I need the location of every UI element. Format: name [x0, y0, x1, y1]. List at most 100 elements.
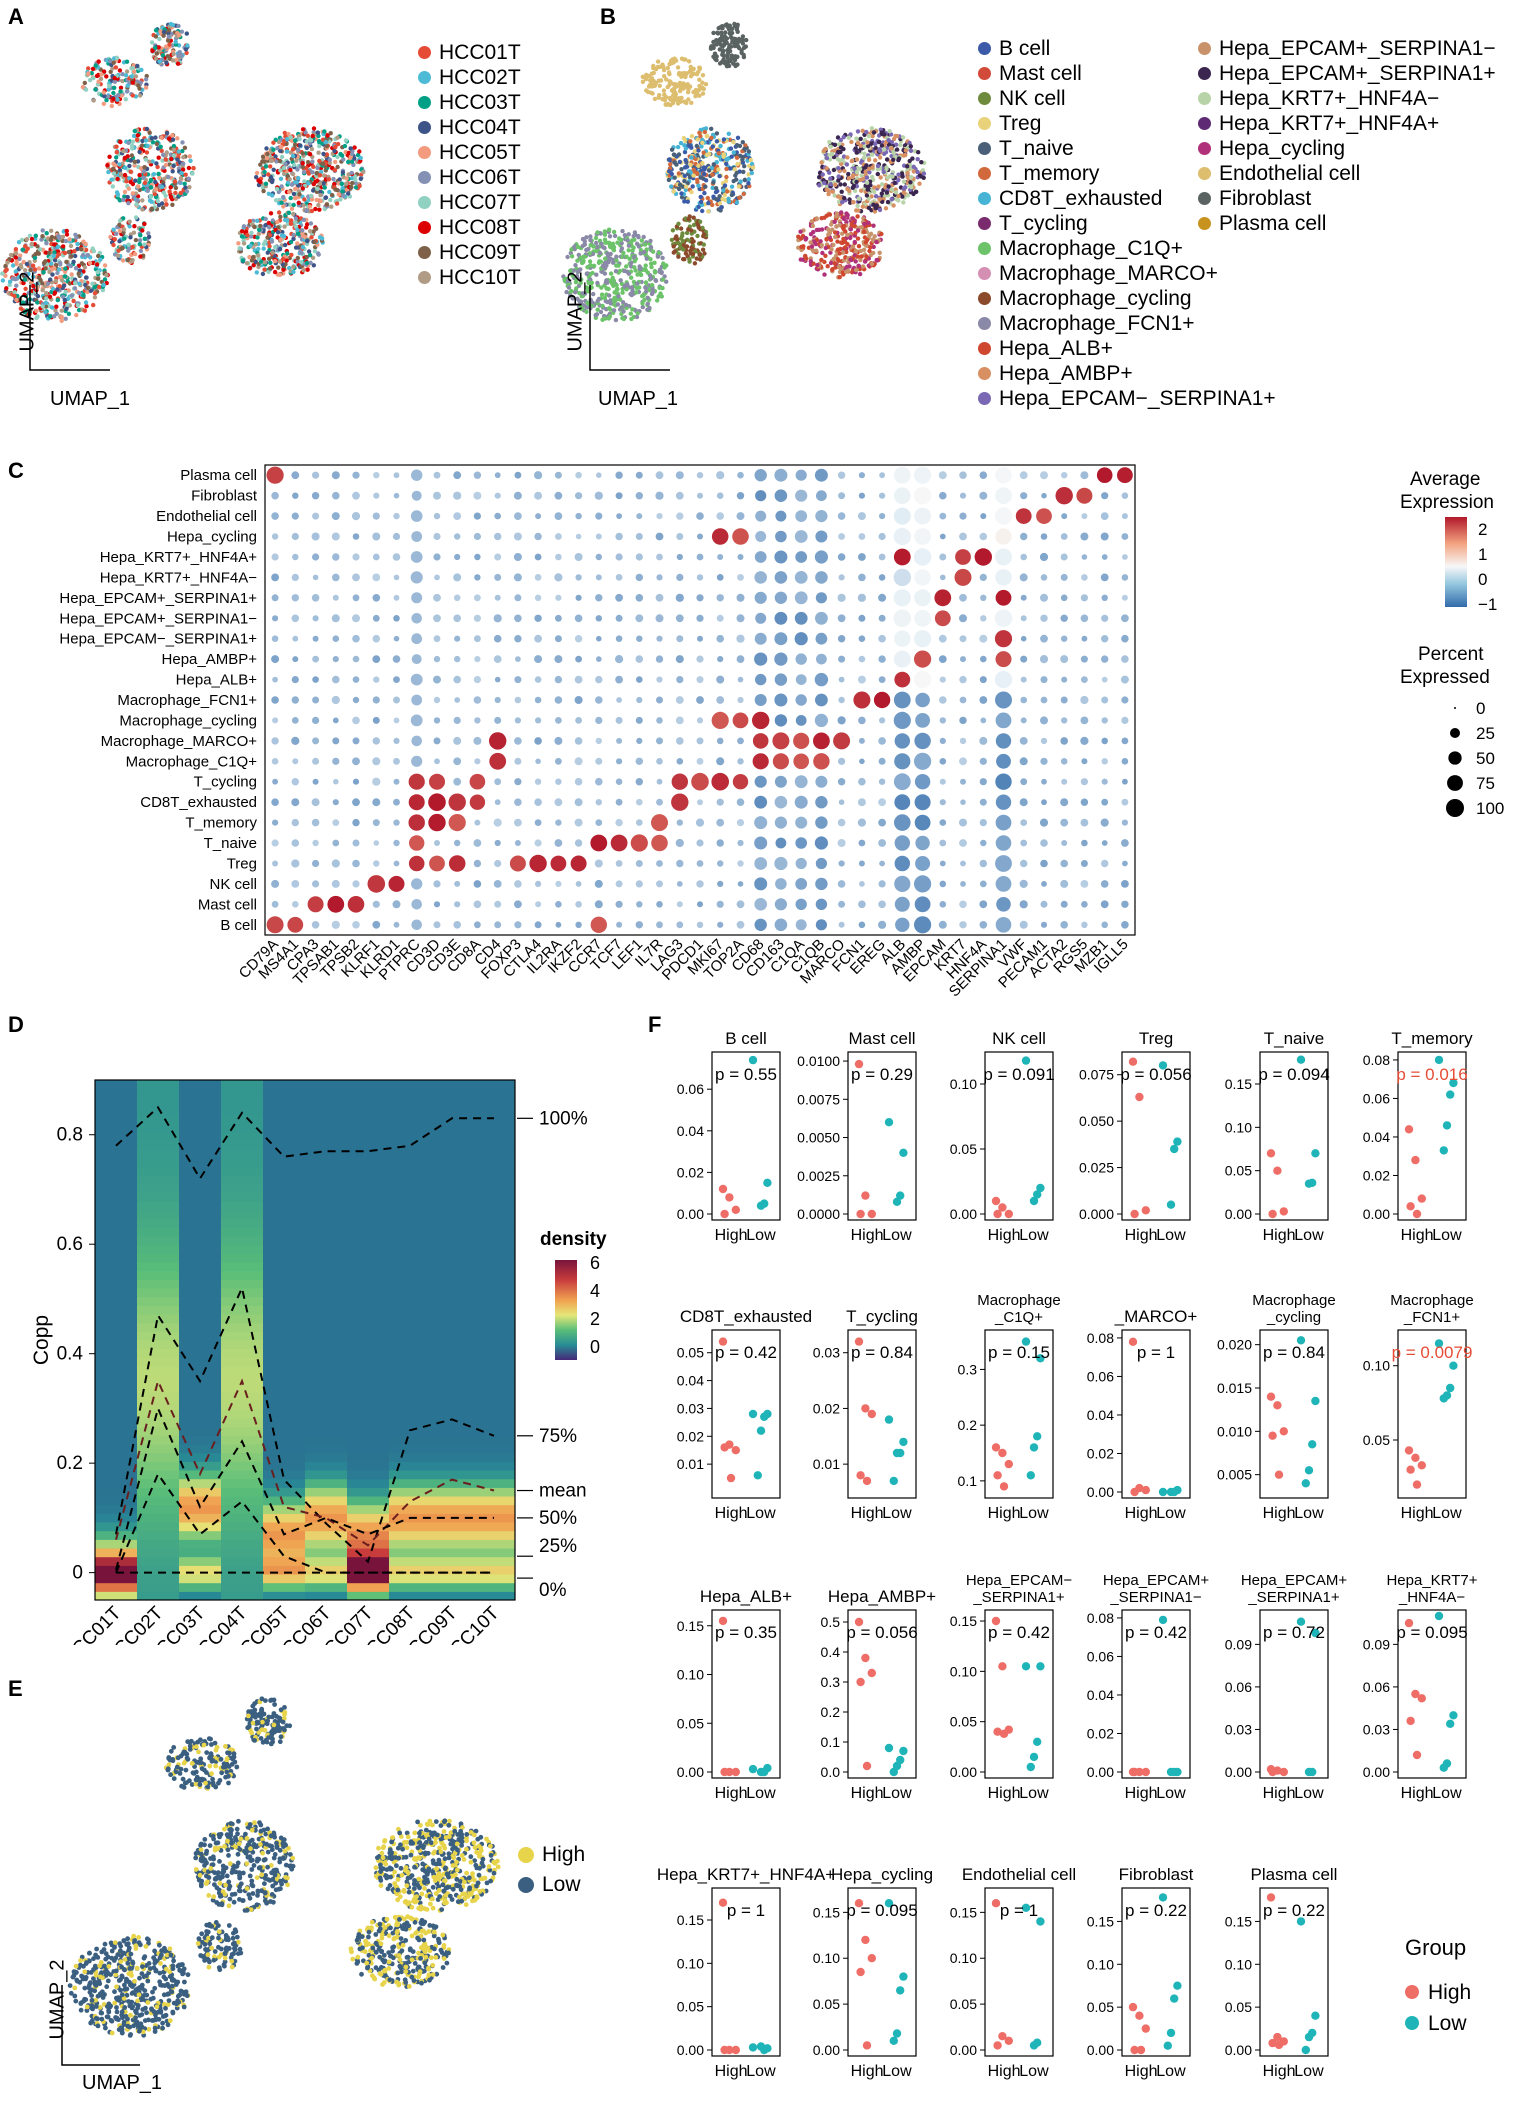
legend-b-item: Hepa_ALB+ [978, 336, 1276, 361]
umap-a-point [287, 202, 292, 207]
umap-a-point [309, 208, 315, 214]
umap-a-point [304, 254, 309, 260]
dotplot-c-dot [696, 614, 704, 622]
umap-a-point [254, 175, 259, 180]
dotplot-c-dot [434, 574, 440, 581]
umap-a-point [94, 73, 100, 79]
dotplot-c-dot [655, 532, 664, 541]
dotplot-c-dot [534, 553, 542, 561]
umap-a-point [52, 266, 57, 271]
dotplot-c-dot [534, 655, 543, 664]
legend-b-item: Macrophage_cycling [978, 286, 1276, 311]
dotplot-c-dot [1060, 758, 1068, 765]
umap-a-point [69, 254, 74, 259]
dotplot-c-dot [837, 553, 846, 561]
umap-b-point [574, 274, 580, 279]
umap-a-point [317, 158, 322, 164]
umap-a-point [264, 146, 269, 151]
umap-a-point [344, 181, 349, 186]
umap-b-point [629, 275, 634, 280]
dotplot-c-dot [1061, 717, 1068, 724]
umap-b-point [697, 93, 702, 98]
umap-a-point [275, 146, 280, 151]
umap-a-point [121, 227, 127, 232]
umap-b-point [588, 243, 593, 248]
dotplot-c-dot [453, 573, 462, 582]
umap-b-point [656, 95, 661, 100]
umap-b-point [671, 244, 676, 249]
umap-b-point [700, 225, 705, 231]
umap-b-point [825, 264, 830, 269]
dotplot-c-dot [1060, 696, 1068, 704]
dotplot-c-dot [894, 753, 911, 770]
umap-a-point [265, 250, 270, 255]
umap-a-point [63, 289, 68, 295]
umap-b-point [713, 189, 719, 195]
umap-b-point [858, 257, 863, 263]
umap-b-point [683, 57, 688, 62]
umap-a-point [278, 176, 284, 181]
umap-a-point [175, 157, 180, 162]
dotplot-c-dot [656, 513, 663, 520]
dotplot-c-dot [879, 513, 886, 520]
dotplot-c-dot [615, 574, 623, 581]
umap-a-point [261, 188, 266, 194]
dotplot-c-dot [615, 675, 623, 684]
umap-b-point [717, 47, 722, 52]
dotplot-c-dot [1081, 676, 1088, 683]
umap-b-point [700, 80, 705, 85]
dotplot-c-dot [352, 491, 360, 500]
umap-b-point [831, 242, 836, 248]
dotplot-c-dot [995, 589, 1012, 606]
umap-a-point [10, 263, 16, 268]
dotplot-c-dot [554, 471, 562, 479]
umap-b-point [862, 221, 867, 227]
umap-a-point [282, 224, 287, 229]
umap-a-point [162, 168, 167, 173]
umap-b-point [729, 192, 735, 198]
dotplot-c-dot [995, 487, 1012, 505]
umap-a-point [275, 235, 280, 240]
umap-b-point [705, 195, 710, 201]
umap-a-point [91, 302, 96, 308]
umap-a-point [68, 243, 74, 249]
umap-b-point [841, 226, 846, 232]
legend-b-swatch [978, 117, 991, 130]
umap-a-point [324, 144, 330, 149]
umap-a-point [129, 153, 135, 158]
dotplot-c-dot [1036, 508, 1052, 524]
umap-a-point [317, 181, 323, 186]
umap-b-point [808, 240, 813, 245]
umap-a-point [331, 176, 336, 182]
umap-b-point [565, 254, 570, 260]
dotplot-c-dot [555, 594, 562, 601]
dotplot-c-dot [691, 772, 709, 791]
dotplot-c-dot [575, 717, 582, 724]
umap-a-point [262, 169, 267, 175]
umap-b-point [600, 303, 605, 309]
umap-b-point [670, 228, 676, 233]
umap-b-point [884, 165, 889, 170]
umap-b-point [728, 146, 734, 151]
dotplot-c-dot [878, 532, 886, 541]
dotplot-c-dot [980, 513, 987, 520]
umap-b-point [740, 140, 745, 145]
umap-a-point [358, 155, 363, 161]
umap-b-point [629, 316, 634, 322]
umap-b-point [612, 295, 617, 301]
legend-b-label: Macrophage_FCN1+ [999, 312, 1195, 335]
umap-b-point [862, 144, 867, 149]
umap-a-point [311, 263, 316, 268]
legend-b-item: Endothelial cell [1198, 161, 1496, 186]
umap-b-point [901, 179, 907, 184]
umap-b-point [838, 161, 844, 167]
dotplot-c-dot [994, 630, 1013, 648]
dotplot-c-dot [410, 571, 423, 584]
legend-b-item: Macrophage_MARCO+ [978, 261, 1276, 286]
dotplot-c-dot [332, 553, 340, 561]
umap-a-point [81, 239, 86, 244]
dotplot-c-dot [393, 737, 400, 744]
dotplot-c-dot [433, 614, 441, 623]
umap-b-point [613, 269, 619, 274]
umap-b-point [721, 188, 726, 193]
